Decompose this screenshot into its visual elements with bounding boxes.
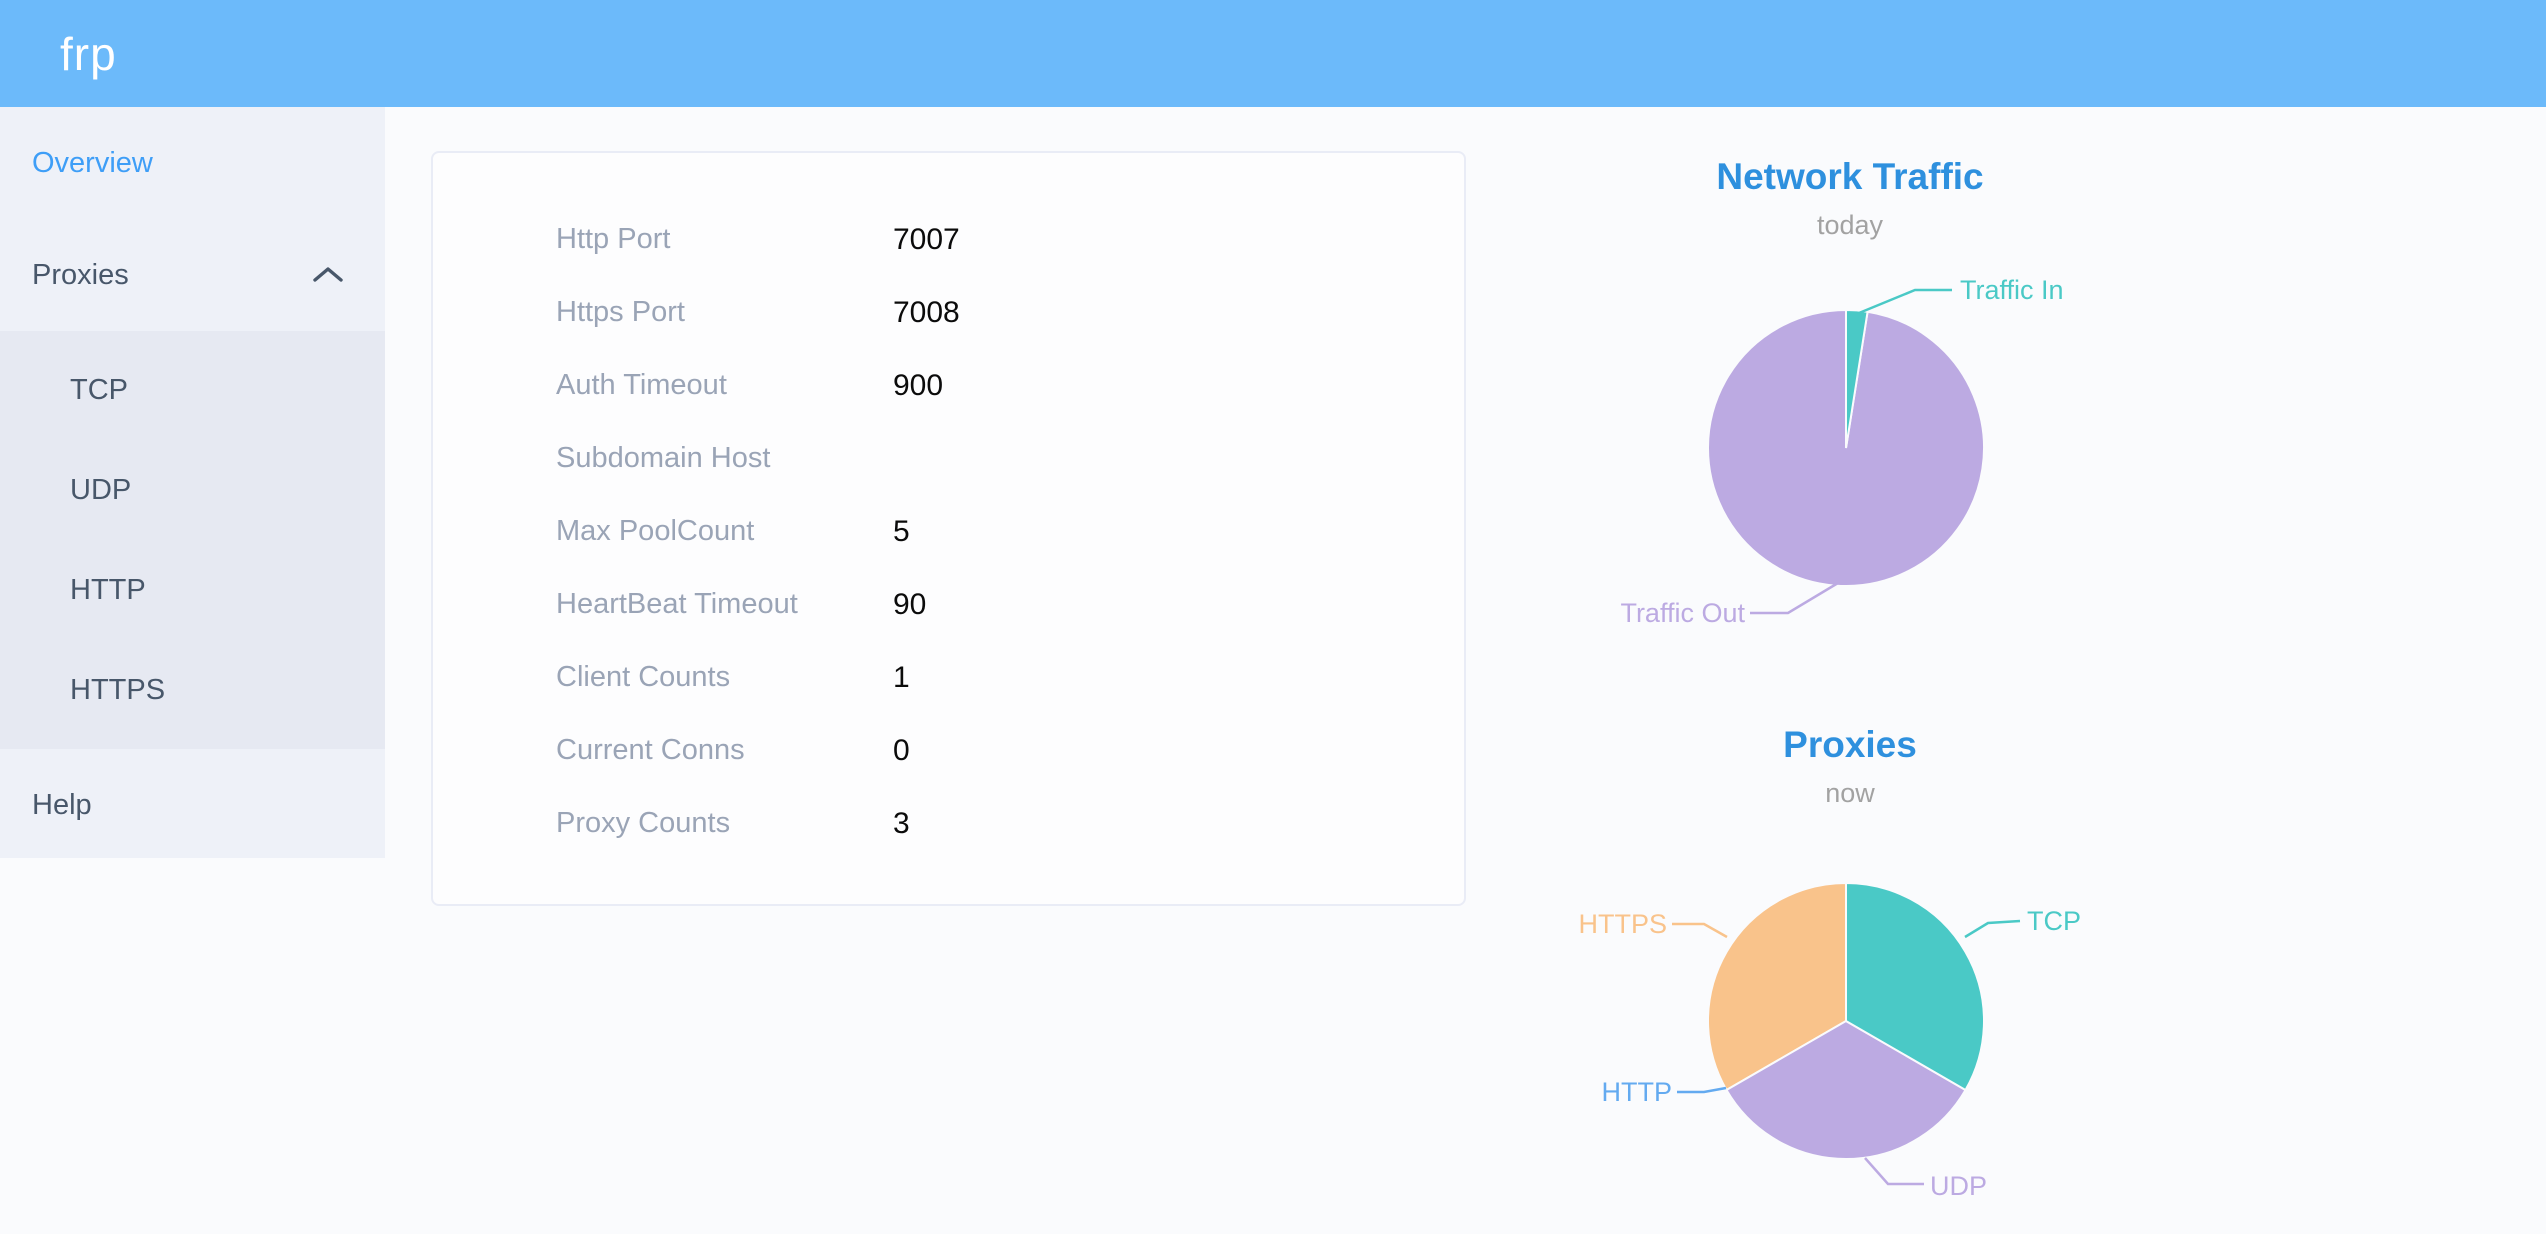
row-label: Http Port (556, 223, 671, 255)
tcp-leader-line (1964, 919, 2021, 939)
sidebar-item-https-label: HTTPS (70, 673, 166, 706)
http-leader-line (1677, 1086, 1727, 1094)
chart-title: Network Traffic (1716, 156, 1984, 197)
table-row: Proxy Counts 3 (433, 787, 1464, 860)
row-value: 90 (893, 587, 927, 621)
app-header: frp (0, 0, 2546, 107)
pie-slice-tcp[interactable] (1845, 881, 1985, 1092)
slice-label-traffic-in: Traffic In (1960, 275, 2064, 305)
slice-label-traffic-out: Traffic Out (1620, 598, 1745, 628)
row-value: 0 (893, 733, 910, 767)
table-row: HeartBeat Timeout 90 (433, 568, 1464, 641)
pie-slice-udp[interactable] (1725, 1019, 1967, 1160)
row-label: Client Counts (556, 661, 731, 693)
proxies-submenu: TCP UDP HTTP HTTPS (0, 331, 385, 749)
row-label: Proxy Counts (556, 807, 731, 839)
chart-subtitle: now (1825, 778, 1875, 808)
sidebar-item-udp-label: UDP (70, 473, 132, 506)
row-value: 1 (893, 660, 910, 694)
pie-slice-traffic-in[interactable] (1845, 308, 1869, 449)
sidebar-item-proxies-label: Proxies (32, 258, 129, 291)
slice-label-udp: UDP (1930, 1171, 1988, 1201)
row-label: HeartBeat Timeout (556, 588, 798, 620)
sidebar-item-proxies[interactable]: Proxies (0, 219, 385, 331)
sidebar-item-udp[interactable]: UDP (0, 440, 385, 540)
row-label: Https Port (556, 296, 685, 328)
row-value: 900 (893, 368, 944, 402)
table-row: Client Counts 1 (433, 641, 1464, 714)
https-leader-line (1672, 922, 1728, 939)
udp-leader-line (1864, 1157, 1924, 1186)
sidebar-item-http[interactable]: HTTP (0, 540, 385, 640)
slice-label-tcp: TCP (2027, 906, 2081, 936)
table-row: Auth Timeout 900 (433, 349, 1464, 422)
chevron-up-icon[interactable] (311, 264, 345, 286)
slice-label-http: HTTP (1601, 1077, 1673, 1107)
sidebar-item-help[interactable]: Help (0, 749, 385, 861)
sidebar-item-tcp-label: TCP (70, 373, 128, 406)
network-traffic-pie[interactable] (1490, 140, 2210, 660)
row-value: 3 (893, 806, 910, 840)
table-row: Subdomain Host (433, 422, 1464, 495)
traffic-in-leader-line (1858, 288, 1952, 315)
app-logo: frp (60, 27, 117, 80)
sidebar-item-tcp[interactable]: TCP (0, 340, 385, 440)
sidebar: Overview Proxies TCP UDP HTTP HTTPS Help (0, 107, 385, 858)
sidebar-item-overview[interactable]: Overview (0, 107, 385, 219)
traffic-out-leader-line (1750, 581, 1839, 615)
table-row: Https Port 7008 (433, 276, 1464, 349)
sidebar-item-help-label: Help (32, 788, 92, 821)
chart-title: Proxies (1783, 724, 1917, 765)
row-label: Max PoolCount (556, 515, 755, 547)
table-row: Max PoolCount 5 (433, 495, 1464, 568)
proxies-pie[interactable] (1490, 690, 2210, 1234)
chart-subtitle: today (1816, 210, 1884, 240)
table-row: Http Port 7007 (433, 203, 1464, 276)
pie-slice-https[interactable] (1707, 881, 1847, 1092)
row-label: Auth Timeout (556, 369, 727, 401)
sidebar-item-https[interactable]: HTTPS (0, 640, 385, 740)
sidebar-item-overview-label: Overview (32, 146, 153, 179)
row-value: 5 (893, 514, 910, 548)
network-traffic-chart: Network Traffic today Traffic In Traffic… (1490, 140, 2210, 660)
row-value: 7007 (893, 222, 960, 256)
sidebar-item-http-label: HTTP (70, 573, 146, 606)
proxies-chart: Proxies now TCP UDP HTTP HTTPS (1490, 690, 2210, 1234)
row-value: 7008 (893, 295, 960, 329)
slice-label-https: HTTPS (1578, 909, 1667, 939)
row-label: Current Conns (556, 734, 745, 766)
row-label: Subdomain Host (556, 442, 771, 474)
table-row: Current Conns 0 (433, 714, 1464, 787)
server-info-card: Http Port 7007 Https Port 7008 Auth Time… (431, 151, 1466, 906)
